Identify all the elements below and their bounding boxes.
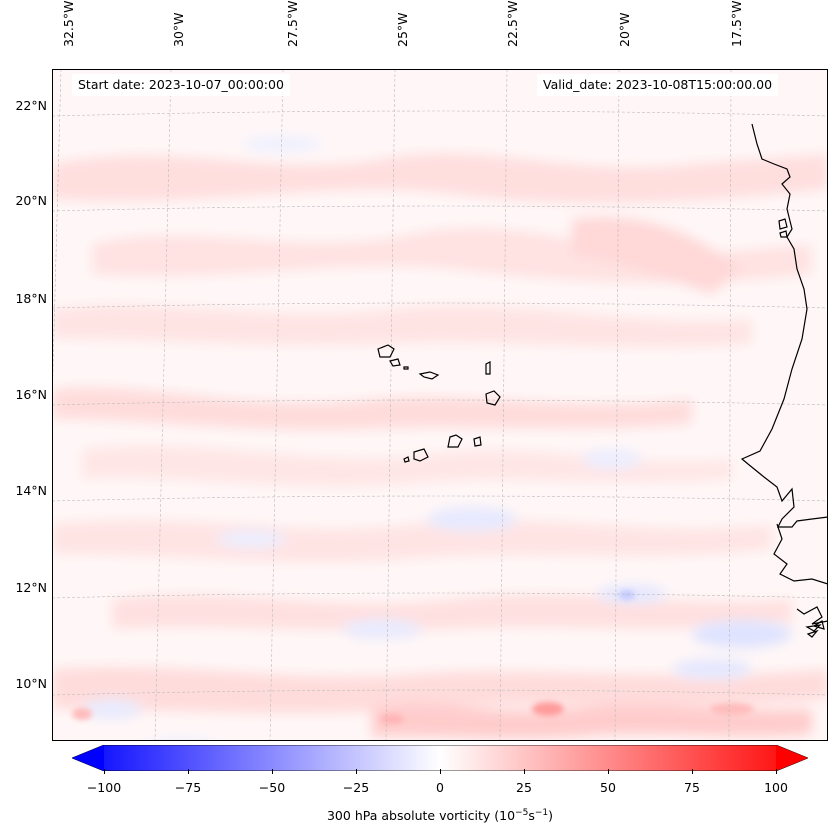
coastline (740, 123, 828, 528)
cb-tickmark (104, 769, 105, 774)
cb-tick-label: 100 (764, 780, 788, 795)
cape-verde-islands (377, 344, 501, 463)
island-sal (485, 361, 491, 375)
lat-label-18n: 18°N (15, 291, 47, 306)
map-frame (52, 69, 828, 741)
lon-label-20w: 20°W (617, 12, 632, 47)
lat-label-16n: 16°N (15, 387, 47, 402)
cb-tickmark (776, 769, 777, 774)
coastline-guinea (796, 606, 828, 625)
island-brava (403, 456, 410, 463)
cb-tick-label: 50 (600, 780, 616, 795)
island-small-east (778, 218, 788, 238)
island-sao-tiago (447, 434, 463, 448)
cb-tick-label: −75 (174, 780, 202, 795)
cb-tick-label: 0 (436, 780, 444, 795)
cb-tickmark (356, 769, 357, 774)
colorbar-label-exp1: −5 (515, 808, 529, 818)
island-santo-antao (377, 344, 395, 358)
valid-date: Valid_date: 2023-10-08T15:00:00.00 (537, 74, 779, 96)
graticule (52, 69, 828, 741)
cb-tick-label: −50 (258, 780, 286, 795)
colorbar-gradient (72, 745, 808, 771)
cb-tickmark (440, 769, 441, 774)
cb-tickmark (524, 769, 525, 774)
island-maio (473, 436, 482, 447)
coastline-south (773, 523, 828, 585)
vorticity-map (52, 69, 828, 741)
lat-label-10n: 10°N (15, 676, 47, 691)
island-santa-luzia (403, 366, 409, 370)
colorbar-label-suffix: ) (548, 808, 553, 824)
island-fogo (413, 448, 429, 462)
cb-tickmark (692, 769, 693, 774)
cb-tick-label: 75 (684, 780, 700, 795)
island-boa-vista (485, 390, 501, 406)
lon-label-22-5w: 22.5°W (505, 0, 520, 47)
bissau-islands (805, 620, 825, 638)
colorbar-label-unit: s (528, 808, 535, 824)
cb-tickmark (188, 769, 189, 774)
lat-label-20n: 20°N (15, 193, 47, 208)
lon-label-32-5w: 32.5°W (61, 0, 76, 47)
vorticity-maxima (72, 590, 754, 724)
cb-tick-label: −100 (86, 780, 122, 795)
lon-label-30w: 30°W (171, 12, 186, 47)
start-date: Start date: 2023-10-07_00:00:00 (72, 74, 290, 96)
lat-label-12n: 12°N (15, 580, 47, 595)
lon-label-25w: 25°W (395, 12, 410, 47)
island-sao-vicente (389, 358, 401, 367)
lat-label-22n: 22°N (15, 98, 47, 113)
island-sao-nicolau (418, 371, 440, 380)
colorbar-label-prefix: 300 hPa absolute vorticity (10 (326, 808, 516, 824)
cb-tickmark (272, 769, 273, 774)
colorbar-extend-high (776, 745, 808, 771)
lon-label-17-5w: 17.5°W (729, 0, 744, 47)
cb-tick-label: 25 (516, 780, 532, 795)
lon-label-27-5w: 27.5°W (285, 0, 300, 47)
colorbar-extend-low (72, 745, 104, 771)
colorbar (72, 745, 808, 771)
positive-vorticity-contours (52, 153, 828, 739)
colorbar-label-exp2: −1 (534, 808, 549, 818)
cb-tick-label: −25 (342, 780, 370, 795)
cb-tickmark (608, 769, 609, 774)
colorbar-label: 300 hPa absolute vorticity (10−5s−1) (0, 808, 837, 823)
negative-vorticity-contours (82, 136, 792, 741)
lat-label-14n: 14°N (15, 483, 47, 498)
